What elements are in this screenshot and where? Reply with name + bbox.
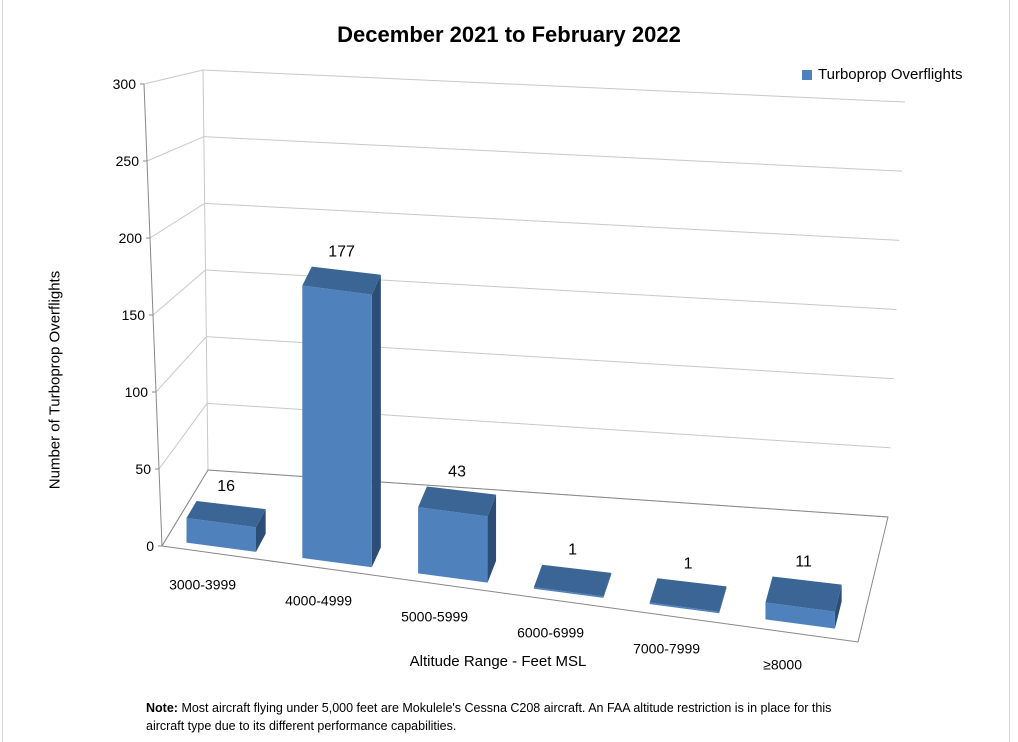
bar-side xyxy=(255,509,266,552)
legend-swatch xyxy=(802,69,812,80)
bar-side xyxy=(487,494,497,583)
bar-top xyxy=(649,578,727,612)
bar-top xyxy=(302,266,381,295)
y-tick-label: 250 xyxy=(116,153,140,169)
y-tick-label: 50 xyxy=(135,461,151,477)
legend: Turboprop Overflights xyxy=(802,66,963,83)
bar-side xyxy=(719,586,727,614)
data-label: 1 xyxy=(568,542,577,559)
bar-side xyxy=(603,572,612,598)
data-label: 177 xyxy=(328,244,355,261)
legend-label: Turboprop Overflights xyxy=(818,66,963,83)
back-wall-edge xyxy=(202,69,209,471)
x-tick-label: 3000-3999 xyxy=(169,577,236,593)
data-label: 11 xyxy=(795,553,812,570)
y-tick-label: 100 xyxy=(125,384,149,400)
side-gridline xyxy=(146,136,205,162)
footnote-label: Note: xyxy=(146,701,178,715)
bar-side xyxy=(371,274,381,568)
bar-front xyxy=(302,285,372,568)
bar-front xyxy=(186,518,256,552)
data-label: 16 xyxy=(217,478,235,495)
side-gridline xyxy=(149,202,205,239)
floor xyxy=(161,469,889,643)
x-tick-label: 5000-5999 xyxy=(401,609,468,625)
bar-top xyxy=(418,486,497,517)
bar-top xyxy=(186,500,266,528)
bar-front xyxy=(649,602,720,614)
x-tick-label: 4000-4999 xyxy=(285,593,352,609)
data-label: 43 xyxy=(448,464,466,481)
side-gridline xyxy=(158,403,208,470)
x-tick-label: 7000-7999 xyxy=(633,641,700,657)
y-tick-label: 200 xyxy=(119,230,143,246)
side-gridline xyxy=(143,69,204,85)
y-tick-label: 150 xyxy=(122,307,146,323)
footnote-text: Most aircraft flying under 5,000 feet ar… xyxy=(146,701,832,733)
bar-front xyxy=(418,507,488,583)
y-axis-line xyxy=(143,83,163,547)
footnote: Note: Most aircraft flying under 5,000 f… xyxy=(146,699,858,735)
data-label: 1 xyxy=(684,555,693,572)
bar-top xyxy=(533,564,612,597)
x-tick-label: ≥8000 xyxy=(763,657,802,673)
side-gridline xyxy=(155,336,207,393)
x-axis-title: Altitude Range - Feet MSL xyxy=(409,653,587,670)
bar-front xyxy=(765,602,835,629)
gridline xyxy=(202,69,906,103)
gridline xyxy=(204,202,900,241)
bar-side xyxy=(834,584,842,629)
y-tick-label: 0 xyxy=(146,538,154,554)
chart-title: December 2021 to February 2022 xyxy=(337,22,681,47)
bar-top xyxy=(765,576,842,612)
bar-front xyxy=(533,587,604,598)
y-tick-label: 300 xyxy=(113,76,137,92)
x-tick-label: 6000-6999 xyxy=(517,625,584,641)
gridline xyxy=(203,136,903,172)
side-gridline xyxy=(152,269,206,316)
